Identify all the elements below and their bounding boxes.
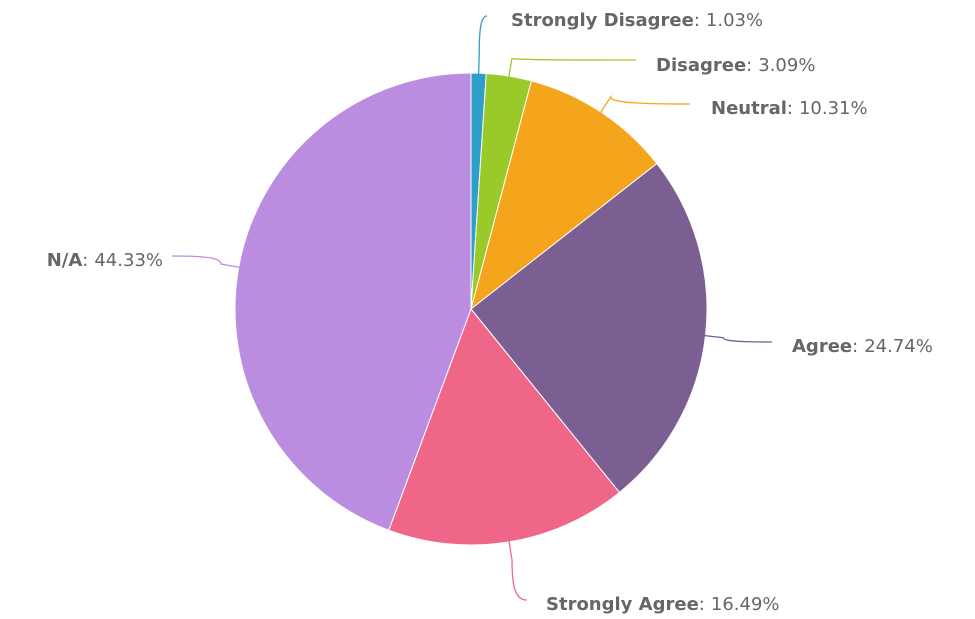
label-value-strongly-agree: 16.49%: [711, 594, 780, 615]
leader-line-agree: [702, 335, 772, 342]
label-value-n-a: 44.33%: [94, 250, 163, 271]
label-strongly-disagree: Strongly Disagree: 1.03%: [511, 10, 763, 31]
label-value-agree: 24.74%: [864, 336, 933, 357]
label-n-a: N/A: 44.33%: [47, 250, 163, 271]
leader-line-n-a: [172, 256, 243, 268]
label-separator: :: [852, 336, 858, 357]
label-name-strongly-disagree: Strongly Disagree: [511, 10, 694, 31]
label-value-disagree: 3.09%: [758, 55, 815, 76]
label-neutral: Neutral: 10.31%: [711, 98, 868, 119]
leader-line-strongly-agree: [508, 538, 527, 600]
label-name-neutral: Neutral: [711, 98, 787, 119]
leader-line-strongly-disagree: [479, 16, 487, 77]
slices-layer: [235, 73, 707, 545]
label-separator: :: [694, 10, 700, 31]
label-separator: :: [787, 98, 793, 119]
label-disagree: Disagree: 3.09%: [656, 55, 815, 76]
label-name-disagree: Disagree: [656, 55, 746, 76]
label-separator: :: [746, 55, 752, 76]
label-separator: :: [82, 250, 88, 271]
label-name-strongly-agree: Strongly Agree: [546, 594, 699, 615]
label-value-strongly-disagree: 1.03%: [706, 10, 763, 31]
label-strongly-agree: Strongly Agree: 16.49%: [546, 594, 780, 615]
label-name-agree: Agree: [792, 336, 852, 357]
label-agree: Agree: 24.74%: [792, 336, 933, 357]
label-value-neutral: 10.31%: [799, 98, 868, 119]
leader-line-neutral: [599, 97, 690, 115]
leader-line-disagree: [508, 58, 636, 80]
label-separator: :: [699, 594, 705, 615]
label-name-n-a: N/A: [47, 250, 83, 271]
